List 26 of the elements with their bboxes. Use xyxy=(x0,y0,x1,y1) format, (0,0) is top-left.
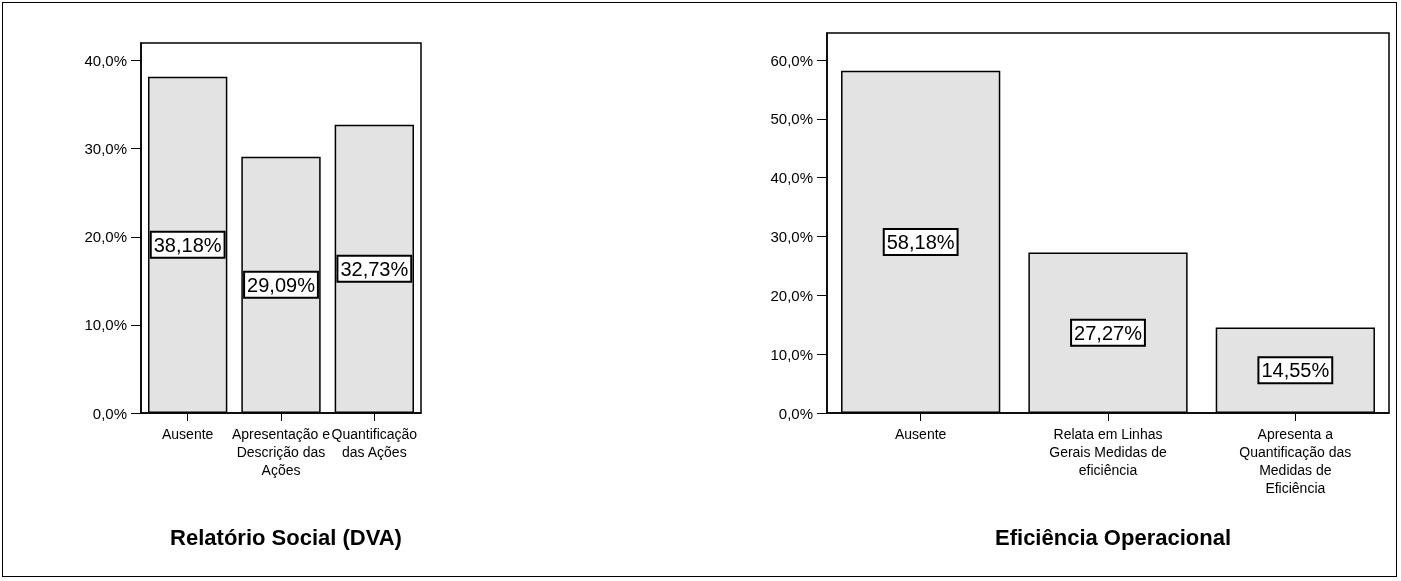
text: Eficiência Operacional xyxy=(995,524,1231,550)
text: Relatório Social (DVA) xyxy=(170,524,402,550)
y-tick-label: 10,0% xyxy=(84,316,127,334)
x-tick-label: Apresentação e Descrição das Ações xyxy=(231,426,331,478)
y-tick-label: 0,0% xyxy=(778,404,813,422)
y-tick-label: 0,0% xyxy=(92,404,127,422)
y-tick-label: 30,0% xyxy=(84,140,127,158)
x-tick-label: Relata em Linhas Gerais Medidas de eficiência xyxy=(1049,426,1167,478)
y-tick-label: 40,0% xyxy=(84,52,127,70)
y-tick-label: 20,0% xyxy=(770,286,813,304)
data-label: 38,18% xyxy=(153,233,222,256)
x-tick-label: Apresenta a Quantificação das Medidas de Eficiência xyxy=(1239,426,1352,496)
y-tick-label: 30,0% xyxy=(770,228,813,246)
y-tick-label: 60,0% xyxy=(770,51,813,69)
data-label: 32,73% xyxy=(340,257,409,280)
data-label: 29,09% xyxy=(247,273,316,296)
y-tick-label: 50,0% xyxy=(770,110,813,128)
data-label: 14,55% xyxy=(1261,359,1330,382)
x-tick-label: Quantificação das Ações xyxy=(331,426,418,460)
data-label: 27,27% xyxy=(1074,321,1143,344)
y-tick-label: 10,0% xyxy=(770,345,813,363)
y-tick-label: 20,0% xyxy=(84,228,127,246)
x-tick-label: Ausente xyxy=(161,426,214,442)
data-label: 58,18% xyxy=(886,230,955,253)
y-tick-label: 40,0% xyxy=(770,169,813,187)
x-tick-label: Ausente xyxy=(894,426,947,442)
